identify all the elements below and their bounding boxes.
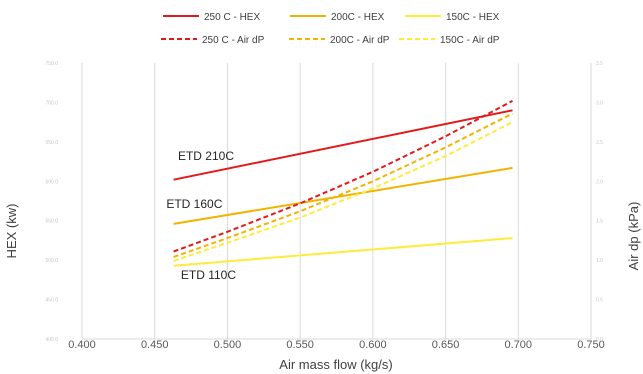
x-axis-title: Air mass flow (kg/s) [279, 357, 392, 372]
left-y-tick-label-7: 750.0 [45, 61, 58, 67]
legend-item-4: 200C - Air dP [289, 35, 390, 46]
x-tick-label-2: 0.500 [214, 339, 242, 351]
series-line-150c-air-dp [173, 121, 513, 262]
series-line-200c-air-dp [173, 112, 513, 258]
x-tick-label-7: 0.750 [577, 339, 605, 351]
right-y-axis-title: Air dp (kPa) [626, 202, 641, 271]
legend-label-3: 250 C - Air dP [202, 35, 265, 46]
legend-item-0: 250 C - HEX [163, 12, 260, 23]
legend-item-5: 150C - Air dP [399, 35, 500, 46]
left-y-tick-label-3: 550.0 [45, 219, 58, 225]
right-y-tick-label-4: 2.0 [596, 179, 603, 185]
right-y-tick-label-6: 3.0 [596, 100, 603, 106]
legend-item-1: 200C - HEX [290, 12, 385, 23]
series-line-200c-hex [173, 166, 513, 225]
right-y-tick-label-0: 0.0 [596, 337, 603, 343]
left-y-tick-label-2: 500.0 [45, 258, 58, 264]
grid-lines [81, 63, 592, 340]
x-tick-labels: 0.400 0.450 0.500 0.550 0.600 0.650 0.700 0.750 [68, 339, 605, 351]
series-line-250-c-air-dp [173, 100, 513, 253]
left-y-tick-labels: 400.0 450.0 500.0 550.0 600.0 650.0 700.0 750.0 [45, 61, 58, 343]
legend-label-4: 200C - Air dP [330, 35, 390, 46]
x-tick-label-5: 0.650 [432, 339, 460, 351]
left-y-tick-label-5: 650.0 [45, 140, 58, 146]
legend-item-3: 250 C - Air dP [161, 35, 265, 46]
series-line-250-c-hex [173, 109, 513, 181]
left-y-tick-label-1: 450.0 [45, 298, 58, 304]
x-tick-label-6: 0.700 [505, 339, 533, 351]
series-line-150c-hex [173, 237, 513, 267]
right-y-tick-label-2: 1.0 [596, 258, 603, 264]
left-y-tick-label-4: 600.0 [45, 179, 58, 185]
left-y-axis-title: HEX (kw) [4, 204, 19, 259]
legend-label-0: 250 C - HEX [204, 12, 260, 23]
annotation-0: ETD 210C [178, 149, 234, 163]
legend-label-2: 150C - HEX [446, 12, 500, 23]
right-y-tick-label-5: 2.5 [596, 140, 603, 146]
x-tick-label-4: 0.600 [359, 339, 387, 351]
x-tick-label-1: 0.450 [141, 339, 169, 351]
annotations: ETD 210C ETD 160C ETD 110C [166, 149, 236, 282]
right-y-tick-label-1: 0.5 [596, 298, 603, 304]
left-y-tick-label-0: 400.0 [45, 337, 58, 343]
legend-label-5: 150C - Air dP [440, 35, 500, 46]
x-tick-label-0: 0.400 [68, 339, 96, 351]
x-tick-label-3: 0.550 [286, 339, 314, 351]
series-layer [173, 100, 513, 267]
legend: 250 C - HEX 200C - HEX 150C - HEX 250 C - A… [161, 12, 500, 46]
right-y-tick-labels: 0.0 0.5 1.0 1.5 2.0 2.5 3.0 3.5 [596, 61, 603, 343]
legend-item-2: 150C - HEX [405, 12, 500, 23]
legend-label-1: 200C - HEX [331, 12, 385, 23]
right-y-tick-label-3: 1.5 [596, 219, 603, 225]
annotation-1: ETD 160C [166, 197, 222, 211]
annotation-2: ETD 110C [181, 268, 236, 282]
right-y-tick-label-7: 3.5 [596, 61, 603, 67]
left-y-tick-label-6: 700.0 [45, 100, 58, 106]
